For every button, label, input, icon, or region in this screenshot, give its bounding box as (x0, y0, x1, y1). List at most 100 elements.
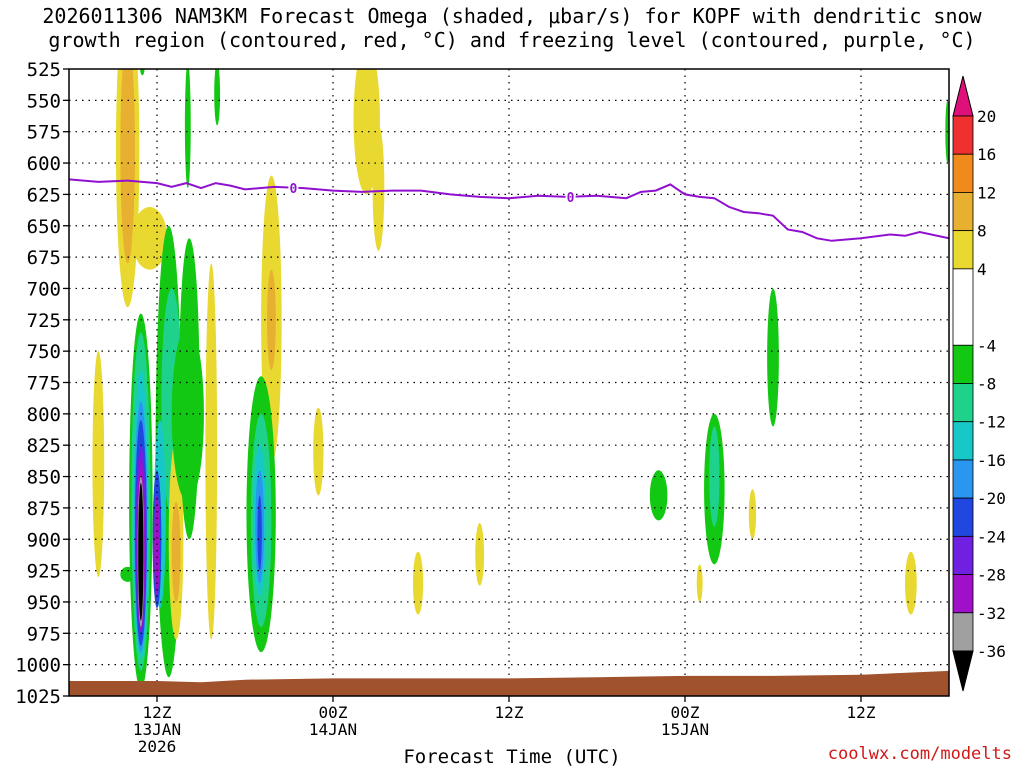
omega-region (92, 351, 105, 577)
colorbar-over-triangle (952, 75, 974, 117)
colorbar-tick-label: -32 (977, 604, 1006, 623)
omega-region (120, 69, 135, 264)
freezing-level-label-bg (288, 181, 299, 196)
omega-region (372, 125, 385, 251)
y-tick-label: 875 (27, 498, 61, 520)
x-tick-label: 2026 (138, 737, 177, 756)
y-tick-label: 525 (27, 59, 61, 81)
colorbar-tick-label: -12 (977, 413, 1006, 432)
y-tick-label: 850 (27, 467, 61, 489)
colorbar-bin (952, 574, 974, 614)
y-tick-label: 1025 (15, 686, 61, 708)
colorbar-bin (952, 268, 974, 346)
colorbar-tick-label: 4 (977, 260, 987, 279)
omega-region (696, 564, 703, 602)
colorbar-bin (952, 115, 974, 155)
colorbar-bin (952, 153, 974, 193)
omega-shading (92, 69, 949, 690)
gridlines (69, 69, 949, 696)
colorbar-bin (952, 383, 974, 423)
y-tick-label: 825 (27, 435, 61, 457)
omega-region (138, 482, 144, 621)
colorbar-bin (952, 421, 974, 461)
x-tick-label: 12Z (847, 703, 876, 722)
y-axis: 525 550 575 600 625 650 675 700 725 750 775 800 825 8… (15, 59, 69, 708)
omega-region (154, 495, 160, 596)
omega-region (171, 501, 181, 602)
freezing-level-line (69, 178, 949, 242)
colorbar-bin (952, 192, 974, 232)
y-tick-label: 600 (27, 153, 61, 175)
y-tick-label: 650 (27, 216, 61, 238)
y-tick-label: 1000 (15, 655, 61, 677)
x-tick-label: 00Z (319, 703, 348, 722)
colorbar-tick-label: -8 (977, 375, 996, 394)
omega-region (179, 238, 200, 540)
x-axis-label: Forecast Time (UTC) (403, 746, 621, 768)
omega-region (214, 69, 221, 126)
y-tick-label: 675 (27, 247, 61, 269)
omega-region (205, 263, 218, 640)
x-tick-label: 00Z (671, 703, 700, 722)
omega-region (257, 495, 262, 571)
colorbar-bin (952, 459, 974, 499)
colorbar-tick-label: 20 (977, 107, 996, 126)
colorbar-tick-label: -4 (977, 336, 996, 355)
x-tick-label: 12Z (143, 703, 172, 722)
y-tick-label: 625 (27, 184, 61, 206)
y-tick-label: 550 (27, 90, 61, 112)
colorbar-tick-label: -20 (977, 489, 1006, 508)
freezing-level-layer: 00 (69, 178, 949, 242)
colorbar-tick-label: -24 (977, 527, 1006, 546)
colorbar-bin (952, 612, 974, 652)
y-tick-label: 925 (27, 561, 61, 583)
colorbar-bin (952, 535, 974, 575)
x-tick-label: 15JAN (661, 720, 709, 739)
omega-region (313, 407, 324, 496)
freezing-level-label-bg (565, 189, 576, 204)
omega-region (709, 426, 720, 527)
omega-region (649, 470, 668, 521)
y-tick-label: 750 (27, 341, 61, 363)
freezing-level-label: 0 (567, 191, 575, 206)
y-tick-label: 900 (27, 529, 61, 551)
colorbar-bin (952, 497, 974, 537)
y-tick-label: 775 (27, 373, 61, 395)
omega-region (132, 206, 168, 270)
colorbar-bin (952, 344, 974, 384)
terrain (69, 670, 949, 696)
chart-title: 2026011306 NAM3KM Forecast Omega (shaded… (0, 4, 1024, 52)
omega-region (905, 551, 917, 615)
omega-region (748, 489, 757, 540)
y-tick-label: 575 (27, 122, 61, 144)
y-tick-label: 700 (27, 278, 61, 300)
freezing-level-label: 0 (289, 182, 297, 197)
colorbar-bin (952, 230, 974, 270)
chart-title-line-2: growth region (contoured, red, °C) and f… (48, 28, 976, 52)
chart-title-line-1: 2026011306 NAM3KM Forecast Omega (shaded… (42, 4, 982, 28)
colorbar-tick-label: -36 (977, 642, 1006, 661)
y-tick-label: 950 (27, 592, 61, 614)
x-tick-label: 14JAN (309, 720, 357, 739)
colorbar-tick-label: 12 (977, 183, 996, 202)
y-tick-label: 975 (27, 623, 61, 645)
x-tick-label: 13JAN (133, 720, 181, 739)
site-credit: coolwx.com/modelts (827, 744, 1012, 764)
colorbar-tick-label: 16 (977, 145, 996, 164)
colorbar-under-triangle (952, 650, 974, 692)
colorbar-tick-label: -16 (977, 451, 1006, 470)
y-tick-label: 800 (27, 404, 61, 426)
colorbar-tick-label: -28 (977, 566, 1006, 585)
omega-region (412, 551, 424, 615)
omega-region (184, 69, 191, 189)
x-tick-label: 12Z (495, 703, 524, 722)
colorbar-tick-label: 8 (977, 222, 987, 241)
colorbar: 20 16 12 8 4 -4 -8 -12 -16 -20 -24 -28 -32 -36 (952, 75, 1006, 692)
omega-region (475, 522, 485, 586)
plot-area: 00 (69, 69, 949, 696)
y-tick-label: 725 (27, 310, 61, 332)
terrain-fill (69, 670, 949, 696)
omega-region (140, 69, 145, 76)
